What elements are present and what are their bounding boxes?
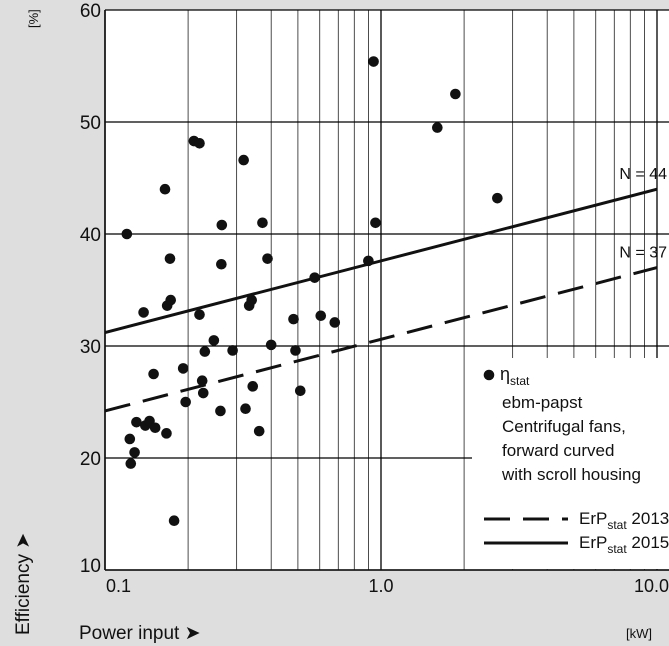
data-point [196, 375, 208, 387]
data-point [253, 425, 265, 437]
data-point [129, 447, 140, 458]
data-point [227, 345, 238, 356]
data-point [288, 313, 299, 325]
data-point [164, 253, 176, 264]
y-tick-label: 60 [80, 1, 101, 22]
data-point [432, 122, 443, 133]
x-tick-label: 10.0 [634, 576, 669, 596]
data-point [492, 192, 503, 204]
data-point [309, 272, 320, 283]
y-tick-label: 50 [80, 113, 101, 134]
y-tick-label: 20 [80, 449, 101, 470]
data-point [194, 137, 205, 149]
data-point [370, 217, 381, 229]
legend-text: with scroll housing [501, 465, 641, 484]
legend-text: forward curved [502, 441, 614, 460]
data-point [215, 405, 226, 417]
data-point [257, 217, 268, 229]
erp-2013-line [104, 266, 658, 413]
data-point [131, 416, 142, 428]
data-point [363, 255, 374, 267]
data-point [315, 310, 327, 322]
data-points [121, 56, 503, 527]
legend-entry-label: ErPstat 2015 [579, 533, 669, 556]
data-point [368, 56, 379, 67]
erp-2015-line [104, 187, 658, 335]
y-axis-label: Efficiency ➤ [13, 532, 34, 635]
data-point [247, 381, 259, 392]
data-point [216, 219, 228, 231]
data-point [262, 253, 273, 264]
legend-entry-label: ErPstat 2013 [579, 509, 669, 532]
legend-text: Centrifugal fans, [502, 417, 626, 436]
line-end-label: N = 44 [619, 166, 667, 183]
data-point [138, 307, 149, 318]
x-axis-label: Power input ➤ [79, 623, 201, 644]
reference-lines: N = 44 N = 37 [104, 166, 667, 413]
legend-marker [483, 369, 495, 381]
x-tick-label: 0.1 [106, 576, 131, 596]
data-point [177, 363, 189, 374]
data-point [197, 387, 209, 399]
data-point [450, 88, 461, 100]
data-point [148, 368, 159, 380]
data-point [265, 339, 277, 351]
line-end-label: N = 37 [619, 245, 667, 262]
data-point [216, 258, 227, 270]
data-point [199, 346, 211, 357]
x-axis-unit: [kW] [626, 626, 652, 641]
data-point [149, 422, 161, 434]
data-point [165, 294, 177, 306]
data-point [124, 433, 136, 445]
tick-labels: 10 20 30 40 50 60 0.1 1.0 10.0 [80, 1, 669, 596]
data-point [161, 428, 172, 439]
data-point [240, 403, 251, 415]
data-point [159, 183, 171, 195]
legend-text: ebm-papst [502, 393, 583, 412]
data-point [121, 228, 133, 240]
data-point [208, 335, 220, 346]
data-point [290, 345, 301, 356]
data-point [238, 154, 249, 166]
data-point [194, 309, 205, 320]
data-point [125, 458, 137, 469]
y-axis-label-wrap: Efficiency ➤ [12, 440, 42, 640]
data-point [168, 515, 180, 527]
legend-box [472, 358, 669, 569]
data-point [294, 385, 306, 397]
data-point [246, 294, 257, 306]
y-tick-label: 30 [80, 337, 101, 358]
data-point [180, 396, 191, 408]
y-tick-label: 40 [80, 225, 101, 246]
legend-symbol-subscript: stat [510, 374, 530, 388]
data-point [329, 317, 341, 328]
x-tick-label: 1.0 [368, 576, 393, 596]
y-tick-label: 10 [80, 556, 101, 577]
y-axis-unit: [%] [26, 9, 41, 28]
